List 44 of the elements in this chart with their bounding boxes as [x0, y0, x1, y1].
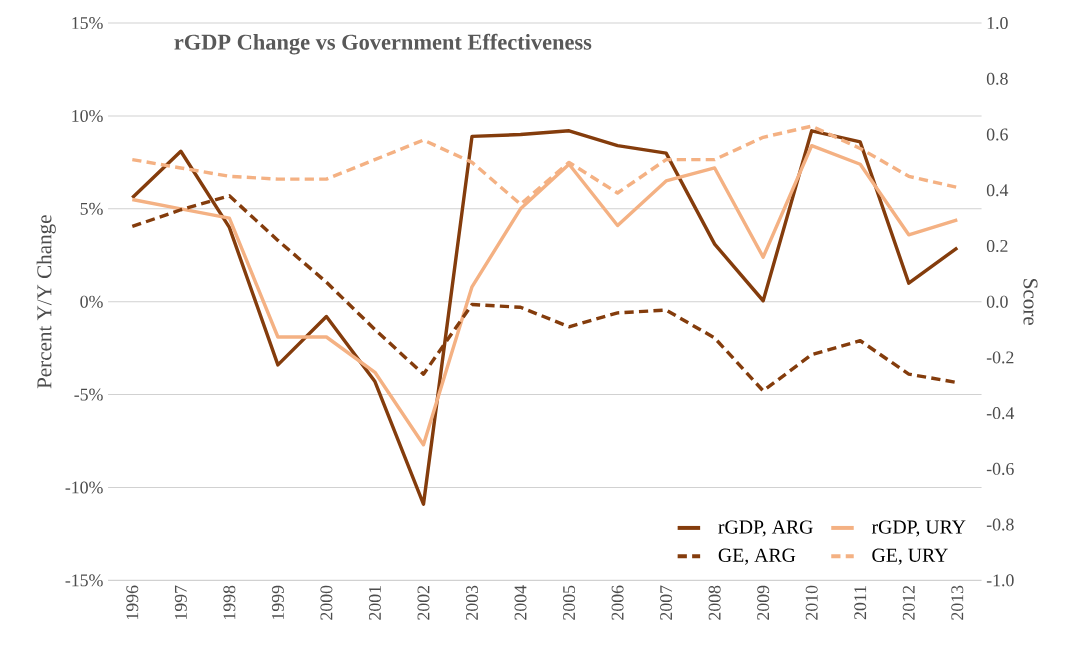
x-tick-label: 1997 [174, 585, 187, 619]
y-tick-label: -15% [65, 574, 103, 587]
legend-label: GE, ARG [718, 548, 796, 565]
x-tick-label: 2000 [320, 585, 333, 620]
chart-title: rGDP Change vs Government Effectiveness [174, 33, 592, 55]
x-tick-label: 2013 [951, 585, 964, 620]
y2-tick-label: 0.0 [986, 295, 1008, 308]
y-tick-label: -10% [65, 481, 103, 494]
x-tick-label: 2003 [465, 585, 478, 620]
y2-tick-label: 0.4 [986, 184, 1009, 197]
y2-tick-label: -0.6 [986, 462, 1014, 475]
x-tick-label: 2007 [660, 585, 673, 620]
y-tick-label: 10% [72, 109, 103, 122]
y2-tick-label: -1.0 [986, 574, 1014, 587]
x-tick-label: 2006 [611, 585, 624, 620]
x-tick-label: 1996 [126, 585, 139, 619]
legend-label: rGDP, URY [871, 520, 966, 537]
x-tick-label: 2008 [708, 585, 721, 620]
y-tick-label: 0% [80, 295, 103, 308]
x-tick-label: 2009 [757, 585, 770, 620]
x-tick-label: 2012 [902, 585, 915, 620]
y2-tick-label: -0.4 [986, 407, 1015, 420]
y-tick-label: 5% [80, 202, 103, 215]
y2-tick-label: -0.8 [986, 518, 1014, 531]
x-tick-label: 2005 [563, 585, 576, 620]
line-series [130, 128, 959, 506]
x-tick-label: 2011 [854, 585, 867, 620]
y2-tick-label: 0.2 [986, 239, 1008, 252]
x-tick-label: 2002 [417, 585, 430, 620]
y2-axis-title: Score [1023, 279, 1038, 325]
x-tick-label: 1999 [271, 585, 284, 619]
y2-tick-label: 1.0 [987, 16, 1008, 29]
y-tick-label: 15% [72, 16, 103, 29]
x-tick-label: 2001 [368, 585, 381, 620]
y2-tick-label: -0.2 [986, 351, 1014, 364]
x-tick-label: 1998 [223, 585, 236, 619]
y2-tick-label: 0.8 [986, 72, 1008, 85]
legend-label: GE, URY [872, 548, 948, 565]
x-tick-label: 2004 [514, 585, 527, 620]
legend-label: rGDP, ARG [718, 520, 813, 537]
x-tick-label: 2010 [805, 585, 818, 620]
y-axis-title: Percent Y/Y Change [36, 215, 56, 389]
y-tick-label: -5% [74, 388, 103, 401]
y2-tick-label: 0.6 [986, 128, 1008, 141]
